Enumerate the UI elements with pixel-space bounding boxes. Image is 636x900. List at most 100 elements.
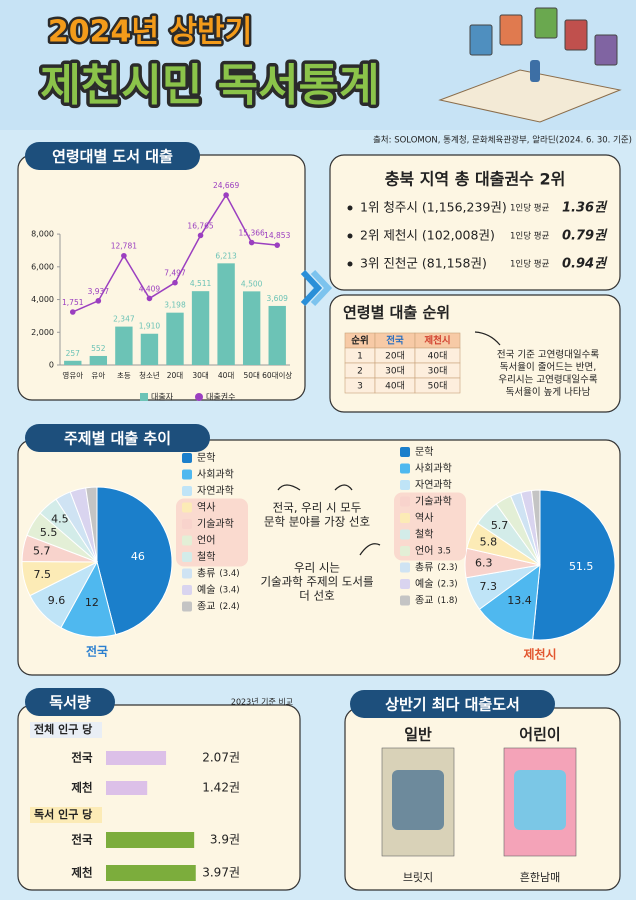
x-tick-label: 50대 [243,371,260,380]
table-cell-text: 2 [357,367,363,377]
bar [268,305,286,365]
pie-value-label: 13.4 [507,594,532,607]
bar-value-label: 1,910 [139,322,161,331]
legend-swatch [195,393,203,401]
line-value-label: 24,669 [213,181,239,190]
legend-label: 문학 [415,446,433,458]
section-title: 독서량 [49,694,91,712]
line-value-label: 12,781 [111,242,137,251]
category-label: 제천 [71,781,92,795]
bar-value-label: 3.9권 [210,833,240,847]
bar-value-label: 2.07권 [202,751,240,765]
note-arrow [359,543,381,556]
panel [17,154,306,401]
legend-label: 언어 [415,545,433,557]
book-cover-art [514,770,566,830]
avg-value: 0.94권 [562,257,608,272]
table-cell-text: 50대 [428,381,448,392]
legend-swatch [400,546,410,556]
legend-label: 총류 [197,568,215,580]
legend-label: 기술과학 [197,518,234,530]
pie-slice [532,489,616,641]
chart-subtitle: 전체 인구 당 [34,722,92,736]
bar-value-label: 1.42권 [202,781,240,795]
legend-swatch [182,535,192,546]
legend-label: 종교 [415,595,433,607]
arrow-chevron [310,269,333,307]
pie-slice [96,486,173,636]
line-value-label: 15,366 [239,229,265,238]
legend-value-label: (2.3) [437,580,457,590]
pie-title: 제천시 [523,647,556,662]
bar-value-label: 552 [91,344,106,353]
pie-value-label: 5.7 [33,545,51,558]
legend-swatch [182,601,192,612]
avg-value: 0.79권 [562,229,608,244]
section-title: 연령대별 도서 대출 [52,148,173,166]
legend-label: 언어 [197,535,215,547]
reading-note: 2023년 기준 비교 [231,697,293,707]
note-line: 독서율이 줄어드는 반면, [500,362,596,373]
legend-label: 자연과학 [197,485,234,497]
pie-slice [478,563,541,641]
line-point [121,252,127,259]
bar-value-label: 2,347 [113,315,135,324]
header-title: 제천시민 독서통계 [40,60,379,111]
bar [166,312,184,365]
book-category: 어린이 [519,726,560,744]
illustration-shelf [534,7,558,39]
bar [106,781,148,795]
table-cell-text: 3 [357,382,363,392]
table-cell-text: 30대 [428,366,448,377]
bar-value-label: 3,609 [266,294,288,303]
bar-value-label: 3,198 [164,301,186,310]
y-tick-label: 6,000 [31,262,54,271]
category-label: 전국 [71,833,93,847]
book-title: 브릿지 [403,871,433,884]
y-tick-label: 2,000 [31,328,54,337]
source: 출처: SOLOMON, 통계청, 문화체육관광부, 알라딘(2024. 6. … [373,135,632,146]
bullet [347,261,353,267]
table-header: 순위 [351,335,368,347]
legend-label: 철학 [197,551,215,563]
legend-swatch [400,480,410,490]
legend-highlight [394,492,466,561]
legend-swatch [140,393,148,401]
legend-swatch [400,513,410,523]
pie-value-label: 12 [85,596,99,609]
legend-swatch [182,502,192,513]
book-category: 일반 [404,726,432,744]
pie-value-label: 7.5 [33,568,51,581]
topic-note: 문학 분야를 가장 선호 [264,515,370,529]
legend-value-label: (3.4) [219,586,239,596]
line-value-label: 7,497 [164,269,186,278]
book-cover-art [392,770,444,830]
legend-swatch [182,469,192,480]
legend-label: 사회과학 [415,463,452,475]
legend-swatch [400,529,410,540]
legend-swatch [182,453,192,463]
bar-value-label: 4,511 [190,279,212,288]
panel-title: 충북 지역 총 대출권수 2위 [385,170,566,189]
legend-label: 대출자 [151,392,174,402]
legend-swatch [182,486,192,496]
legend-swatch [400,595,410,606]
chart-subtitle: 독서 인구 당 [34,807,92,821]
legend-value-label: 3.5 [437,547,451,557]
table-cell-text: 1 [357,352,363,362]
bar [89,355,108,365]
legend-label: 사회과학 [197,469,234,481]
section-badge [350,690,555,718]
bar [191,291,210,365]
avg-value: 1.36권 [562,201,608,216]
panel [329,154,621,291]
category-label: 전국 [71,751,93,765]
pie-slice [530,489,541,566]
line-value-label: 4,409 [139,284,161,293]
legend-label: 철학 [415,529,433,541]
rank-item: 1위 청주시 (1,156,239권) [360,200,507,215]
book-title: 흔한남매 [520,871,560,884]
section-badge [25,142,200,170]
avg-label: 1인당 평균 [510,231,550,242]
